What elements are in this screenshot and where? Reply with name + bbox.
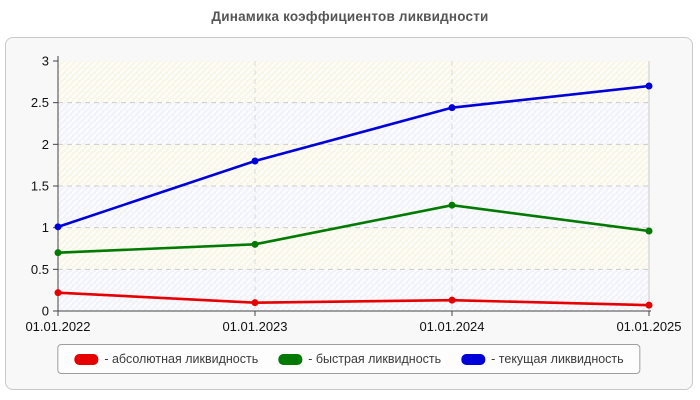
- data-point-quick-liquidity: [251, 240, 259, 248]
- data-point-absolute-liquidity: [251, 299, 259, 307]
- data-point-quick-liquidity: [645, 227, 653, 235]
- series-line-quick-liquidity: [57, 203, 650, 254]
- data-point-current-liquidity: [645, 82, 653, 90]
- y-tick-label: 3: [42, 54, 49, 69]
- y-tick-label: 1.5: [31, 179, 49, 194]
- data-point-absolute-liquidity: [54, 289, 62, 297]
- data-point-current-liquidity: [251, 157, 259, 165]
- line-chart: 0 0.5 1 1.5 2 2.5 3 01.01.2022 01.01.2023 01.01.2…: [25, 54, 681, 335]
- y-tick-label: 1: [42, 220, 49, 235]
- legend-label: - быстрая ликвидность: [308, 352, 442, 366]
- y-tick-label: 2.5: [31, 95, 49, 110]
- plot-hatch: [58, 61, 649, 311]
- legend-swatch-icon: [461, 353, 486, 365]
- data-point-absolute-liquidity: [645, 301, 653, 309]
- legend-item-quick-liquidity: - быстрая ликвидность: [278, 352, 441, 366]
- chart-legend: - абсолютная ликвидность - быстрая ликви…: [57, 344, 641, 374]
- series-line-absolute-liquidity: [57, 291, 650, 307]
- y-tick-label: 0: [42, 304, 49, 319]
- x-tick-label: 01.01.2022: [25, 319, 90, 334]
- legend-label: - текущая ликвидность: [491, 352, 624, 366]
- data-point-current-liquidity: [54, 223, 62, 231]
- y-tick-label: 0.5: [31, 262, 49, 277]
- chart-panel: 0 0.5 1 1.5 2 2.5 3 01.01.2022 01.01.2023 01.01.2…: [5, 37, 693, 390]
- x-tick-label: 01.01.2024: [419, 319, 484, 334]
- legend-item-absolute-liquidity: - абсолютная ликвидность: [74, 352, 258, 366]
- chart-title: Динамика коэффициентов ликвидности: [211, 9, 489, 24]
- data-point-absolute-liquidity: [448, 296, 456, 304]
- legend-swatch-icon: [278, 353, 303, 365]
- x-tick-label: 01.01.2023: [222, 319, 287, 334]
- legend-label: - абсолютная ликвидность: [104, 352, 259, 366]
- data-point-quick-liquidity: [54, 249, 62, 257]
- y-tick-label: 2: [42, 137, 49, 152]
- data-point-quick-liquidity: [448, 201, 456, 209]
- data-point-current-liquidity: [448, 104, 456, 112]
- legend-swatch-icon: [74, 353, 99, 365]
- series-line-current-liquidity: [57, 84, 650, 229]
- x-tick-label: 01.01.2025: [616, 319, 681, 334]
- legend-item-current-liquidity: - текущая ликвидность: [461, 352, 624, 366]
